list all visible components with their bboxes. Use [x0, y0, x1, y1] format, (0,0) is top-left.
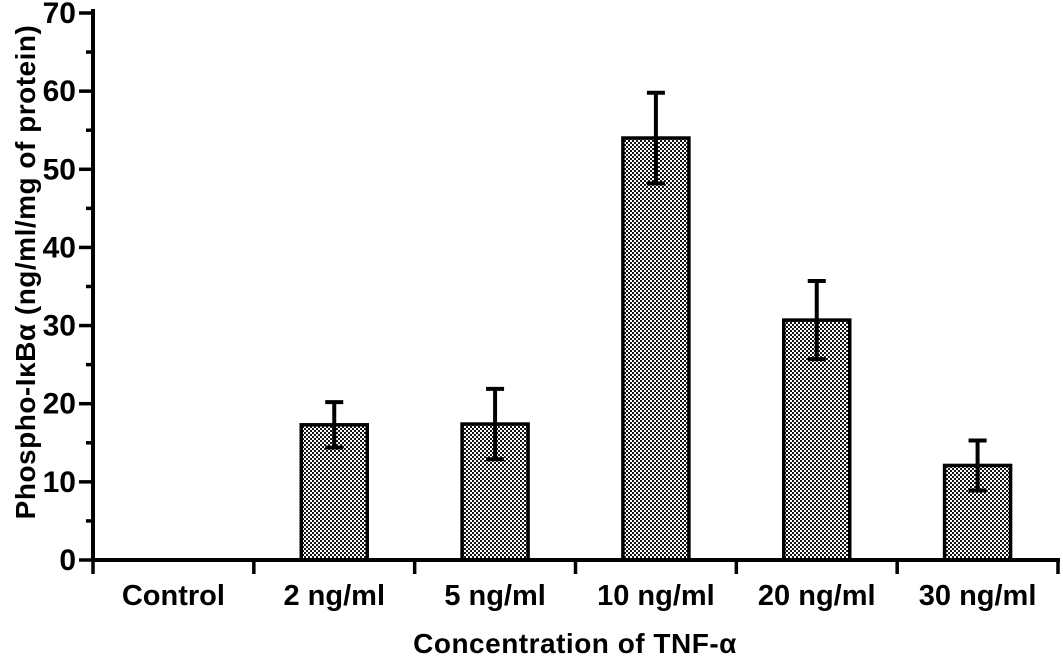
y-tick-label: 10 — [43, 466, 76, 499]
y-tick-label: 70 — [43, 0, 76, 30]
y-tick-label: 40 — [43, 231, 76, 264]
y-axis-title: Phospho-IκBα (ng/ml/mg of protein) — [10, 24, 41, 520]
x-category-label: 10 ng/ml — [597, 580, 715, 612]
x-category-label: 20 ng/ml — [758, 580, 876, 612]
y-tick-label: 0 — [59, 544, 76, 577]
y-tick-label: 50 — [43, 153, 76, 186]
y-tick-label: 60 — [43, 75, 76, 108]
x-axis-title: Concentration of TNF-α — [413, 628, 737, 659]
x-category-label: 2 ng/ml — [283, 580, 385, 612]
x-category-label: 5 ng/ml — [444, 580, 546, 612]
bar — [621, 136, 691, 562]
y-tick-label: 20 — [43, 388, 76, 421]
y-tick-label: 30 — [43, 310, 76, 343]
x-category-label: 30 ng/ml — [919, 580, 1037, 612]
x-category-label: Control — [122, 580, 225, 612]
